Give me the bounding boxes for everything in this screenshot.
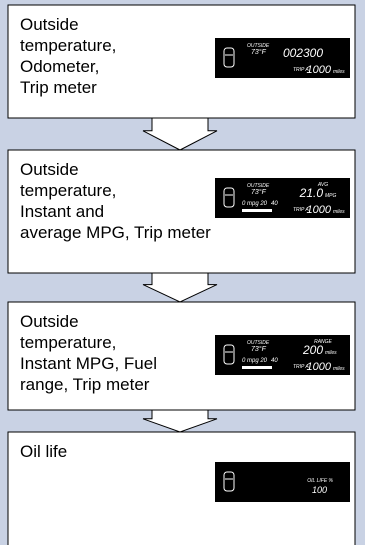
panel-text: average MPG, Trip meter xyxy=(20,223,211,242)
lcd-text: miles xyxy=(325,350,337,356)
lcd-text: 73°F xyxy=(251,48,267,56)
panel-text: Outside xyxy=(20,312,79,331)
panel-text: Instant and xyxy=(20,202,104,221)
panel-text: Outside xyxy=(20,15,79,34)
panel-text: range, Trip meter xyxy=(20,375,150,394)
lcd-display: OIL LIFE %100 xyxy=(215,462,350,502)
lcd-text: MPG xyxy=(325,193,337,199)
lcd-text: 0 mpg 20 xyxy=(242,358,268,364)
lcd-text: 40 xyxy=(271,358,278,364)
lcd-text: 1000 xyxy=(307,64,332,76)
panel-text: Outside xyxy=(20,160,79,179)
lcd-text: 002300 xyxy=(283,46,323,60)
panel-text: temperature, xyxy=(20,333,116,352)
lcd-text: 73°F xyxy=(251,345,267,353)
panel-text: temperature, xyxy=(20,36,116,55)
panel-text: Instant MPG, Fuel xyxy=(20,354,157,373)
lcd-text: 100 xyxy=(312,485,327,495)
panel-text: Odometer, xyxy=(20,57,99,76)
lcd-text: 1000 xyxy=(307,204,332,216)
lcd-text: 21.0 xyxy=(299,186,324,200)
lcd-text: 200 xyxy=(302,343,323,357)
lcd-text: 40 xyxy=(271,201,278,207)
lcd-text: miles xyxy=(333,366,345,372)
diagram: Outsidetemperature,Odometer,Trip meterOU… xyxy=(0,0,365,545)
lcd-text: OIL LIFE % xyxy=(307,478,333,484)
lcd-text: 73°F xyxy=(251,188,267,196)
panel-text: Trip meter xyxy=(20,78,97,97)
lcd-text: 0 mpg 20 xyxy=(242,201,268,207)
lcd-text: 1000 xyxy=(307,361,332,373)
panel-text: Oil life xyxy=(20,442,67,461)
panel-text: temperature, xyxy=(20,181,116,200)
lcd-text: miles xyxy=(333,209,345,215)
mpg-bar xyxy=(242,366,272,369)
lcd-text: miles xyxy=(333,69,345,75)
mpg-bar xyxy=(242,209,272,212)
